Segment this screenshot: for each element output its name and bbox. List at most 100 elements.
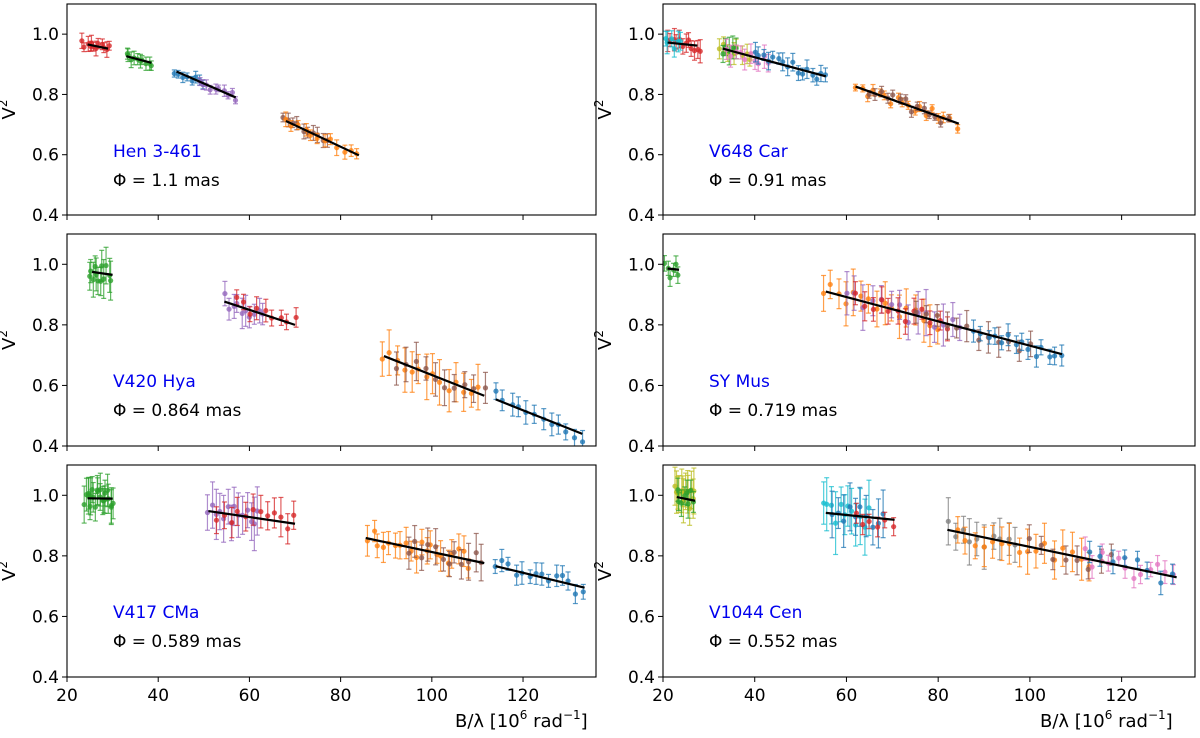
phi-label: Φ = 0.589 mas xyxy=(113,632,241,652)
data-point xyxy=(554,573,560,579)
data-point xyxy=(675,272,681,278)
data-point xyxy=(413,358,419,365)
y-tick-label: 0.8 xyxy=(628,547,655,567)
y-tick-label: 1.0 xyxy=(32,25,59,45)
axes-frame xyxy=(66,464,597,678)
data-point xyxy=(923,311,929,317)
x-axis-label-right: B/λ [106 rad−1] xyxy=(1040,708,1173,732)
data-point xyxy=(92,504,98,510)
data-point xyxy=(440,556,447,563)
series-5 xyxy=(493,382,586,446)
data-point xyxy=(966,539,972,545)
data-point xyxy=(780,59,786,65)
series-1 xyxy=(675,477,697,519)
xlabel-close: ] xyxy=(581,711,588,732)
data-point xyxy=(433,544,439,550)
data-point xyxy=(379,356,385,362)
data-point xyxy=(89,486,95,493)
data-point xyxy=(866,505,872,511)
data-point xyxy=(406,550,412,556)
data-point xyxy=(412,538,418,545)
data-point xyxy=(234,294,240,300)
data-point xyxy=(799,71,806,77)
data-point xyxy=(1069,549,1076,555)
x-tick-label: 60 xyxy=(239,686,261,706)
phi-label: Φ = 0.719 mas xyxy=(709,401,837,421)
panels: 0.4 0.6 0.8 1.0 V2 Hen 3-461 Φ = 1.1 mas 0.4 0.6… xyxy=(0,3,1196,706)
data-point xyxy=(278,514,284,520)
data-point xyxy=(1122,555,1128,561)
data-point xyxy=(790,59,796,65)
x-tick-label: 100 xyxy=(1014,686,1046,706)
data-point xyxy=(1134,557,1141,563)
data-point xyxy=(889,301,895,308)
data-point xyxy=(514,572,520,578)
data-point xyxy=(1038,542,1044,548)
data-point xyxy=(1099,549,1105,555)
data-point xyxy=(820,290,827,297)
panel-0: 0.4 0.6 0.8 1.0 V2 Hen 3-461 Φ = 1.1 mas xyxy=(0,3,597,226)
data-point xyxy=(1082,546,1088,552)
x-tick-label: 80 xyxy=(330,686,352,706)
xlabel-close-right: ] xyxy=(1166,711,1173,732)
axes-frame xyxy=(662,464,1196,678)
data-point xyxy=(862,303,868,309)
x-axis-label-left: B/λ [106 rad−1] xyxy=(455,708,588,732)
data-point xyxy=(572,591,578,597)
y-axis-label: V2 xyxy=(0,100,20,120)
data-point xyxy=(953,534,959,540)
data-point xyxy=(685,37,692,43)
data-point xyxy=(148,63,154,69)
data-point xyxy=(81,44,87,50)
data-point xyxy=(879,297,885,303)
data-point xyxy=(875,524,881,530)
y-tick-label: 1.0 xyxy=(628,255,655,275)
data-point xyxy=(890,92,896,98)
plot-area xyxy=(87,246,586,446)
model-fit-line xyxy=(365,536,485,565)
data-point xyxy=(697,48,703,54)
y-tick-label: 0.6 xyxy=(628,607,655,627)
data-point xyxy=(832,520,839,526)
y-tick-label: 0.8 xyxy=(32,316,59,336)
data-point xyxy=(1025,346,1031,352)
data-point xyxy=(955,126,961,132)
phi-label: Φ = 1.1 mas xyxy=(113,171,220,191)
data-point xyxy=(962,538,968,544)
data-point xyxy=(663,260,668,266)
data-point xyxy=(1116,555,1122,561)
series-1 xyxy=(663,30,684,58)
plot-area xyxy=(663,255,1065,368)
phi-label: Φ = 0.552 mas xyxy=(709,632,837,652)
series-9 xyxy=(1087,540,1176,596)
data-point xyxy=(402,367,408,373)
data-point xyxy=(505,561,511,567)
y-tick-label: 0.8 xyxy=(628,316,655,336)
data-point xyxy=(234,508,240,515)
data-point xyxy=(499,557,505,564)
y-tick-label: 0.4 xyxy=(628,206,655,226)
series-4 xyxy=(393,341,489,407)
data-point xyxy=(423,365,429,372)
data-point xyxy=(293,314,299,321)
x-tick-label: 40 xyxy=(744,686,766,706)
series-6 xyxy=(955,516,1092,582)
y-tick-label: 1.0 xyxy=(32,486,59,506)
data-point xyxy=(1047,354,1053,360)
data-point xyxy=(106,43,112,49)
series-3 xyxy=(364,519,471,579)
model-fit-line xyxy=(285,119,360,157)
plot-area xyxy=(79,32,360,160)
data-point xyxy=(493,388,499,394)
data-point xyxy=(858,293,864,299)
xlabel-unit-sup-right: −1 xyxy=(1148,708,1166,722)
data-point xyxy=(870,306,877,313)
series-3 xyxy=(379,329,481,413)
data-point xyxy=(451,549,457,555)
plot-area xyxy=(81,472,586,605)
x-tick-label: 40 xyxy=(147,686,169,706)
data-point xyxy=(824,501,830,507)
data-point xyxy=(1026,536,1032,542)
xlabel-main: B/λ [10 xyxy=(455,711,520,732)
phi-label: Φ = 0.864 mas xyxy=(113,401,241,421)
